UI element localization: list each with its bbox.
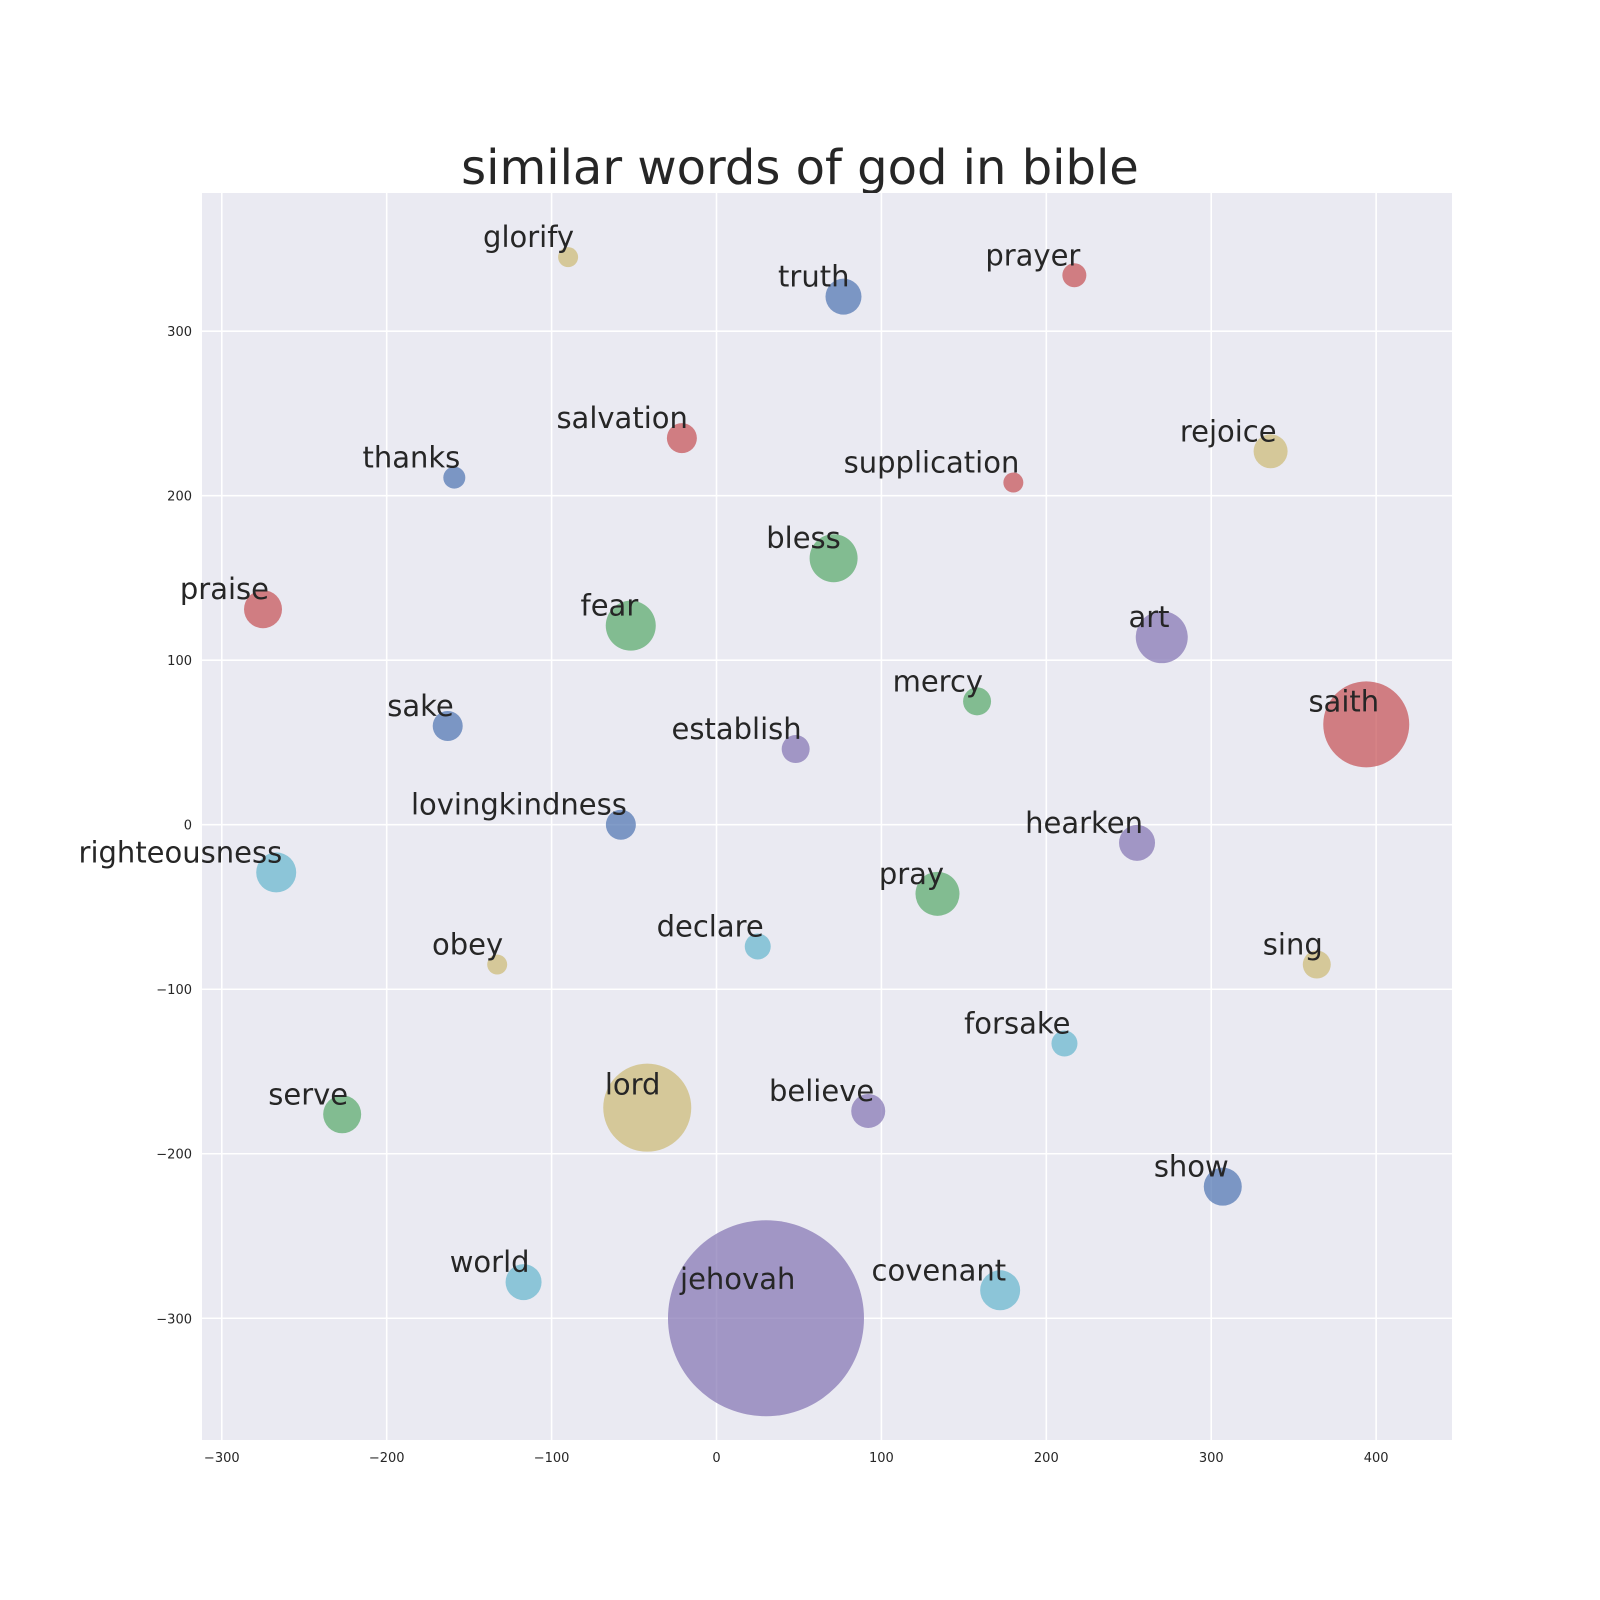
- point-sing: [1302, 950, 1331, 979]
- point-label-covenant: covenant: [872, 1253, 1007, 1287]
- axis-ticks: −300 −200 −100 0 100 200 300 400 −300 −200 −100 0 10…: [156, 325, 1388, 1466]
- x-tick-label: −100: [534, 1451, 570, 1466]
- point-prayer: [1062, 263, 1087, 288]
- point-label-jehovah: jehovah: [679, 1262, 795, 1296]
- point-lovingkindness: [605, 809, 636, 840]
- point-rejoice: [1253, 434, 1288, 469]
- x-tick-label: −300: [204, 1451, 240, 1466]
- point-art: [1135, 611, 1188, 664]
- point-label-thanks: thanks: [362, 441, 460, 475]
- point-label-lord: lord: [605, 1067, 661, 1101]
- point-label-mercy: mercy: [893, 664, 983, 698]
- point-praise: [244, 590, 283, 629]
- point-salvation: [666, 423, 697, 454]
- point-label-declare: declare: [657, 909, 764, 943]
- chart-title: similar words of god in bible: [461, 140, 1139, 196]
- point-fear: [605, 600, 656, 651]
- x-tick-label: 400: [1364, 1451, 1389, 1466]
- x-tick-label: 300: [1199, 1451, 1224, 1466]
- point-mercy: [963, 687, 992, 716]
- point-jehovah: [667, 1220, 864, 1417]
- point-label-sing: sing: [1263, 928, 1323, 962]
- point-obey: [487, 954, 508, 975]
- point-label-hearken: hearken: [1025, 806, 1143, 840]
- point-show: [1203, 1167, 1242, 1206]
- point-lord: [603, 1063, 692, 1152]
- point-label-fear: fear: [581, 589, 639, 623]
- point-label-prayer: prayer: [985, 238, 1080, 272]
- point-establish: [781, 735, 810, 764]
- x-tick-label: 200: [1034, 1451, 1059, 1466]
- point-label-bless: bless: [766, 521, 841, 555]
- point-label-world: world: [450, 1245, 530, 1279]
- point-declare: [744, 933, 771, 960]
- data-points: [244, 247, 1410, 1417]
- point-label-believe: believe: [769, 1074, 874, 1108]
- point-hearken: [1119, 824, 1156, 861]
- y-tick-label: 300: [167, 325, 192, 340]
- point-label-lovingkindness: lovingkindness: [411, 788, 627, 822]
- y-tick-label: −300: [156, 1312, 192, 1327]
- x-tick-label: −200: [369, 1451, 405, 1466]
- point-label-glorify: glorify: [483, 220, 574, 254]
- point-label-serve: serve: [268, 1077, 348, 1111]
- point-label-sake: sake: [387, 689, 453, 723]
- point-label-truth: truth: [778, 260, 849, 294]
- point-righteousness: [256, 852, 297, 893]
- y-tick-label: −100: [156, 983, 192, 998]
- point-label-forsake: forsake: [964, 1007, 1070, 1041]
- y-tick-label: −200: [156, 1148, 192, 1163]
- x-tick-label: 0: [712, 1451, 720, 1466]
- point-label-show: show: [1154, 1150, 1229, 1184]
- point-label-pray: pray: [879, 857, 944, 891]
- point-pray: [915, 871, 960, 916]
- point-label-saith: saith: [1308, 684, 1379, 718]
- x-tick-label: 100: [869, 1451, 894, 1466]
- plot-area: [202, 193, 1452, 1440]
- point-bless: [809, 534, 858, 583]
- point-glorify: [558, 247, 579, 268]
- point-label-rejoice: rejoice: [1180, 414, 1277, 448]
- point-believe: [851, 1093, 886, 1128]
- point-world: [505, 1264, 542, 1301]
- point-thanks: [443, 466, 466, 489]
- point-serve: [323, 1095, 362, 1134]
- point-supplication: [1003, 472, 1024, 493]
- point-label-praise: praise: [180, 572, 269, 606]
- grid: [202, 193, 1452, 1440]
- point-sake: [432, 711, 463, 742]
- point-label-supplication: supplication: [844, 446, 1020, 480]
- point-labels: glorify truth prayer salvation thanks supplic…: [79, 220, 1380, 1296]
- point-covenant: [980, 1270, 1021, 1311]
- point-truth: [825, 278, 862, 315]
- point-saith: [1323, 681, 1410, 768]
- point-label-righteousness: righteousness: [79, 835, 283, 869]
- point-forsake: [1051, 1030, 1078, 1057]
- y-tick-label: 0: [184, 819, 192, 834]
- point-label-obey: obey: [432, 928, 503, 962]
- point-label-establish: establish: [672, 712, 802, 746]
- y-tick-label: 100: [167, 654, 192, 669]
- point-label-art: art: [1128, 600, 1169, 634]
- point-label-salvation: salvation: [556, 401, 687, 435]
- y-tick-label: 200: [167, 490, 192, 505]
